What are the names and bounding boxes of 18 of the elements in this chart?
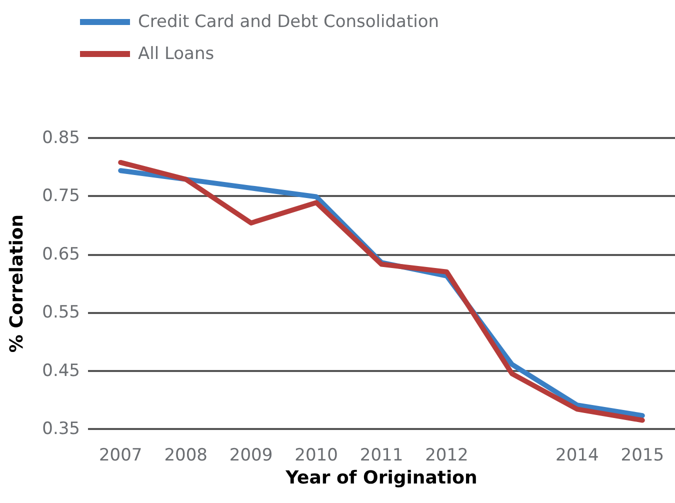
legend-label: All Loans — [138, 44, 214, 64]
x-tick-label: 2012 — [425, 446, 468, 466]
y-tick-label: 0.45 — [42, 360, 80, 381]
y-tick-label: 0.55 — [42, 302, 80, 323]
y-tick-label: 0.65 — [42, 244, 80, 264]
x-tick-label: 2007 — [98, 446, 142, 466]
x-tick-label: 2015 — [620, 446, 664, 466]
y-tick-label: 0.35 — [42, 419, 80, 439]
x-tick-label: 2008 — [164, 446, 208, 466]
x-tick-label: 2011 — [360, 446, 404, 466]
x-tick-label: 2010 — [294, 446, 338, 466]
y-tick-label: 0.75 — [42, 186, 80, 206]
x-tick-label: 2009 — [229, 446, 273, 466]
x-axis-title: Year of Origination — [284, 468, 478, 488]
y-tick-label: 0.85 — [42, 128, 80, 148]
y-axis-title: % Correlation — [6, 214, 28, 353]
legend-label: Credit Card and Debt Consolidation — [138, 12, 440, 32]
x-tick-label: 2014 — [556, 446, 599, 466]
